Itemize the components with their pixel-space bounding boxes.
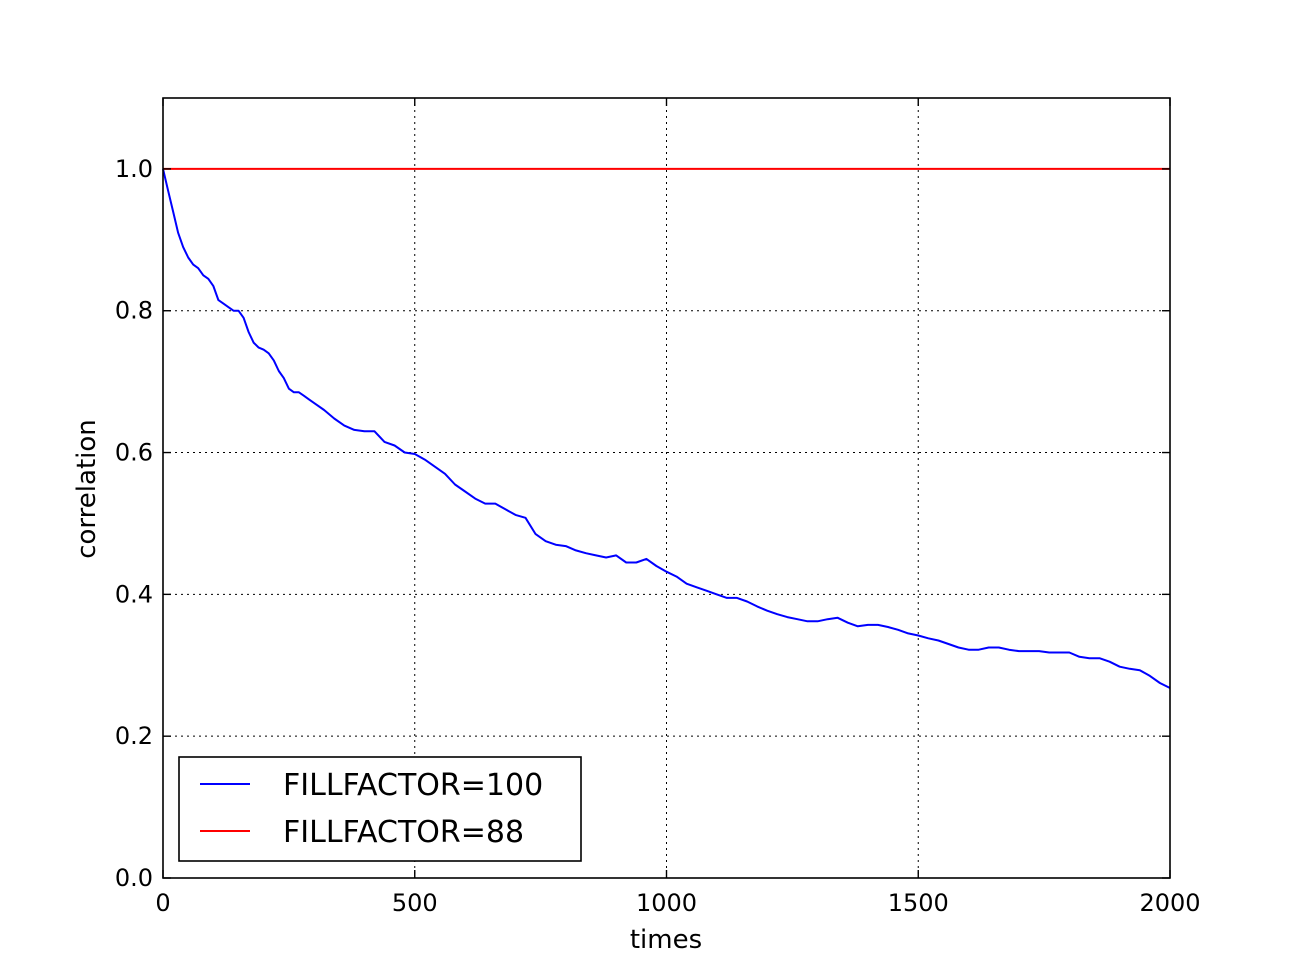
x-tick-label: 2000 (1139, 889, 1200, 917)
y-tick-label: 0.2 (115, 722, 153, 750)
x-tick-label: 0 (155, 889, 170, 917)
y-tick-label: 0.0 (115, 864, 153, 892)
legend-label: FILLFACTOR=100 (283, 768, 543, 803)
y-tick-label: 0.6 (115, 439, 153, 467)
series-group (162, 167, 1171, 689)
y-axis-ticks: 0.0 0.2 0.4 0.6 0.8 1.0 (115, 155, 1170, 892)
x-tick-label: 1500 (888, 889, 949, 917)
legend: FILLFACTOR=100 FILLFACTOR=88 (178, 756, 582, 862)
y-axis-label: correlation (72, 419, 102, 559)
x-tick-label: 1000 (636, 889, 697, 917)
x-axis-label: times (630, 925, 702, 955)
legend-box (178, 756, 582, 862)
x-tick-label: 500 (392, 889, 438, 917)
legend-label: FILLFACTOR=88 (283, 815, 524, 850)
y-tick-label: 1.0 (115, 155, 153, 183)
x-axis-ticks: 0 500 1000 1500 2000 (155, 98, 1201, 917)
y-tick-label: 0.4 (115, 580, 153, 608)
y-tick-label: 0.8 (115, 297, 153, 325)
series-line-0 (162, 168, 1171, 689)
